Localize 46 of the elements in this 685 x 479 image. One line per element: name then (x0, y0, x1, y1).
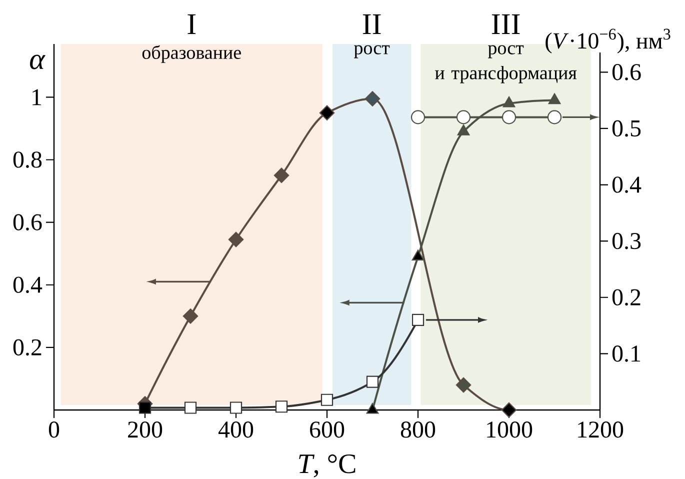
x-tick-label: 200 (128, 422, 162, 438)
text: II (362, 14, 381, 34)
point (275, 400, 288, 413)
x-tick-label: 1000 (487, 422, 532, 438)
y-tick-label: 0.4 (13, 276, 42, 294)
point (501, 402, 517, 418)
text: III (492, 14, 520, 34)
point (456, 110, 471, 124)
y-tick-label: 1 (32, 89, 42, 106)
y2-tick-label: 0.4 (612, 176, 642, 193)
point (228, 232, 244, 248)
point (182, 308, 198, 324)
point (412, 314, 424, 326)
point (230, 402, 242, 414)
point (457, 124, 470, 136)
point (366, 376, 379, 388)
point (547, 110, 562, 124)
point (412, 250, 424, 261)
point (319, 105, 335, 120)
point (502, 96, 516, 108)
point (138, 402, 152, 414)
point (364, 91, 380, 106)
y2-tick-label: 0.1 (612, 346, 640, 362)
point (410, 110, 426, 124)
point (320, 394, 334, 406)
x-tick-label: 400 (218, 422, 254, 438)
y2-tick-label: 0.2 (612, 289, 640, 306)
band-label: рост (354, 45, 390, 58)
x-tick-label: 800 (400, 422, 436, 438)
y2-tick-label: 0.5 (612, 120, 641, 137)
band-label: образование (142, 45, 241, 63)
point (548, 93, 561, 104)
x-axis-title: T, °C (299, 454, 356, 478)
x-tick-label: 0 (48, 422, 60, 438)
y2-tick-label: 0.3 (612, 232, 641, 250)
point (184, 402, 197, 414)
y-tick-label: 0.2 (13, 339, 42, 356)
point (502, 110, 516, 124)
y-tick-label: 0.6 (13, 214, 42, 230)
x-tick-label: 1200 (578, 422, 624, 438)
point (274, 168, 290, 184)
text: I (188, 14, 196, 34)
y-tick-label: 0.8 (13, 152, 42, 168)
y2-tick-label: 0.6 (612, 64, 641, 80)
x-tick-label: 600 (310, 422, 344, 438)
y-axis-title: α (30, 54, 46, 70)
